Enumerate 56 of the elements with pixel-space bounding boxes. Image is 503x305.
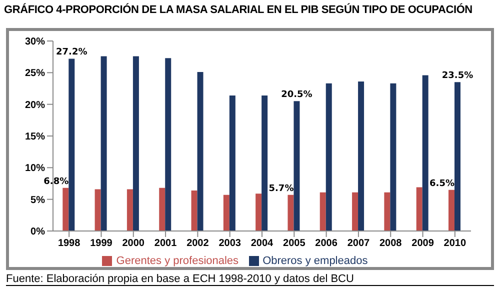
bar [197,72,204,231]
bar [352,192,358,231]
x-tick-label: 2007 [347,238,370,250]
bar [422,75,428,231]
bar [294,101,300,231]
legend-label: Gerentes y profesionales [116,255,239,267]
bar [384,192,390,231]
bar [100,56,107,231]
data-label: 5.7% [268,184,294,194]
bar [358,82,364,231]
x-tick-label: 2004 [250,238,274,250]
bar [256,194,262,231]
data-label: 6.5% [430,178,454,189]
bar [223,194,230,231]
bar [68,58,75,231]
legend-label: Obreros y empleados [262,255,368,267]
x-tick-label: 2001 [154,238,178,250]
bar [390,83,396,231]
bar [262,95,268,231]
x-tick-label: 1998 [58,238,81,250]
x-tick-label: 2002 [186,238,210,250]
bar [165,58,172,231]
y-tick-label: 15% [24,132,46,143]
x-tick-label: 2010 [444,238,466,250]
y-tick-label: 25% [24,68,46,80]
bar [454,82,460,231]
x-tick-label: 2005 [283,238,306,250]
x-tick-label: 1999 [90,238,113,250]
bar [132,56,139,231]
bar [320,192,326,231]
x-tick-label: 2003 [218,238,242,250]
chart-title: GRÁFICO 4-PROPORCIÓN DE LA MASA SALARIAL EN EL PIB SEGÚN TIPO DE OCUPACIÓN [4,4,472,16]
bar [288,194,294,231]
data-label: 27.2% [56,48,88,58]
y-tick-label: 5% [30,194,46,206]
bar [191,190,198,231]
bar [126,189,133,231]
bar [94,189,101,231]
x-tick-label: 2009 [412,238,434,250]
x-tick-label: 2000 [122,238,145,250]
y-tick-label: 30% [24,36,46,48]
bar [416,187,422,231]
y-tick-label: 0% [30,226,46,238]
data-label: 23.5% [442,71,474,82]
x-tick-label: 2008 [379,238,402,250]
bar [229,95,236,231]
data-label: 6.8% [44,176,69,187]
y-tick-label: 10% [24,163,46,174]
x-tick-label: 2006 [315,238,338,250]
data-label: 20.5% [281,90,312,100]
source-note: Fuente: Elaboración propia en base a ECH 1998-2010 y datos del BCU [6,273,494,286]
y-tick-label: 20% [24,100,46,111]
bar [326,83,332,231]
bar [159,188,166,231]
bar [448,190,454,231]
bar [62,188,69,231]
